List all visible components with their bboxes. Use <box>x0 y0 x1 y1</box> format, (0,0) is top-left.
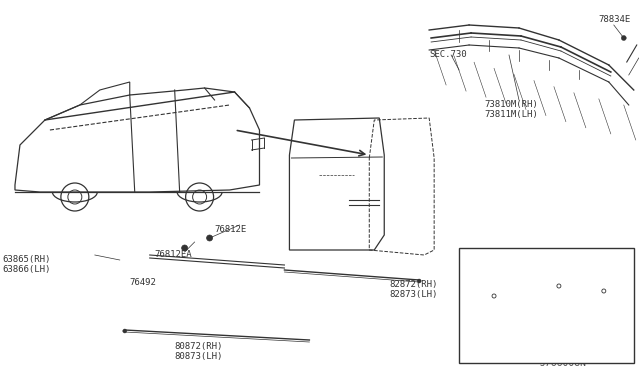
Text: 63865(RH)
63866(LH): 63865(RH) 63866(LH) <box>2 255 51 275</box>
Circle shape <box>417 279 421 283</box>
Circle shape <box>123 329 127 333</box>
Text: 73810M(RH)
73811M(LH): 73810M(RH) 73811M(LH) <box>484 100 538 119</box>
Text: 76812EA: 76812EA <box>155 250 193 259</box>
Text: SUN ROOF: SUN ROOF <box>469 256 516 266</box>
Text: SEC.730: SEC.730 <box>429 50 467 59</box>
Circle shape <box>621 35 627 41</box>
Text: 73810M(RH)
73811M(LH): 73810M(RH) 73811M(LH) <box>467 316 521 336</box>
Circle shape <box>207 235 212 241</box>
Text: 76492: 76492 <box>130 278 157 287</box>
Circle shape <box>182 245 188 251</box>
Text: 80872(RH)
80873(LH): 80872(RH) 80873(LH) <box>175 342 223 362</box>
Text: 82872(RH)
82873(LH): 82872(RH) 82873(LH) <box>389 280 438 299</box>
Bar <box>459 248 634 363</box>
Text: 78834E: 78834E <box>599 15 631 24</box>
Text: 76812E: 76812E <box>214 225 247 234</box>
Text: J766008N: J766008N <box>539 358 586 368</box>
